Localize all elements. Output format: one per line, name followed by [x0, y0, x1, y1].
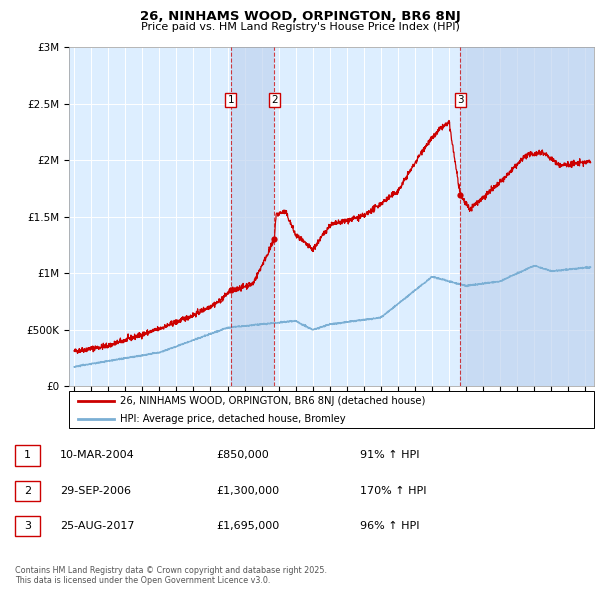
Bar — [460, 47, 594, 386]
Text: 1: 1 — [227, 95, 234, 105]
Text: 3: 3 — [457, 95, 464, 105]
Text: 10-MAR-2004: 10-MAR-2004 — [60, 451, 135, 460]
Bar — [231, 47, 274, 386]
Text: 25-AUG-2017: 25-AUG-2017 — [60, 522, 134, 531]
Text: HPI: Average price, detached house, Bromley: HPI: Average price, detached house, Brom… — [120, 414, 346, 424]
Text: 26, NINHAMS WOOD, ORPINGTON, BR6 8NJ (detached house): 26, NINHAMS WOOD, ORPINGTON, BR6 8NJ (de… — [120, 396, 425, 407]
Text: 29-SEP-2006: 29-SEP-2006 — [60, 486, 131, 496]
Text: 170% ↑ HPI: 170% ↑ HPI — [360, 486, 427, 496]
Text: 2: 2 — [271, 95, 278, 105]
Text: 2: 2 — [24, 486, 31, 496]
Text: 26, NINHAMS WOOD, ORPINGTON, BR6 8NJ: 26, NINHAMS WOOD, ORPINGTON, BR6 8NJ — [140, 10, 460, 23]
Text: Price paid vs. HM Land Registry's House Price Index (HPI): Price paid vs. HM Land Registry's House … — [140, 22, 460, 32]
Text: 96% ↑ HPI: 96% ↑ HPI — [360, 522, 419, 531]
Text: 1: 1 — [24, 451, 31, 460]
Text: £1,300,000: £1,300,000 — [216, 486, 279, 496]
Text: £1,695,000: £1,695,000 — [216, 522, 279, 531]
Text: 3: 3 — [24, 522, 31, 531]
Text: £850,000: £850,000 — [216, 451, 269, 460]
Text: 91% ↑ HPI: 91% ↑ HPI — [360, 451, 419, 460]
Text: Contains HM Land Registry data © Crown copyright and database right 2025.
This d: Contains HM Land Registry data © Crown c… — [15, 566, 327, 585]
